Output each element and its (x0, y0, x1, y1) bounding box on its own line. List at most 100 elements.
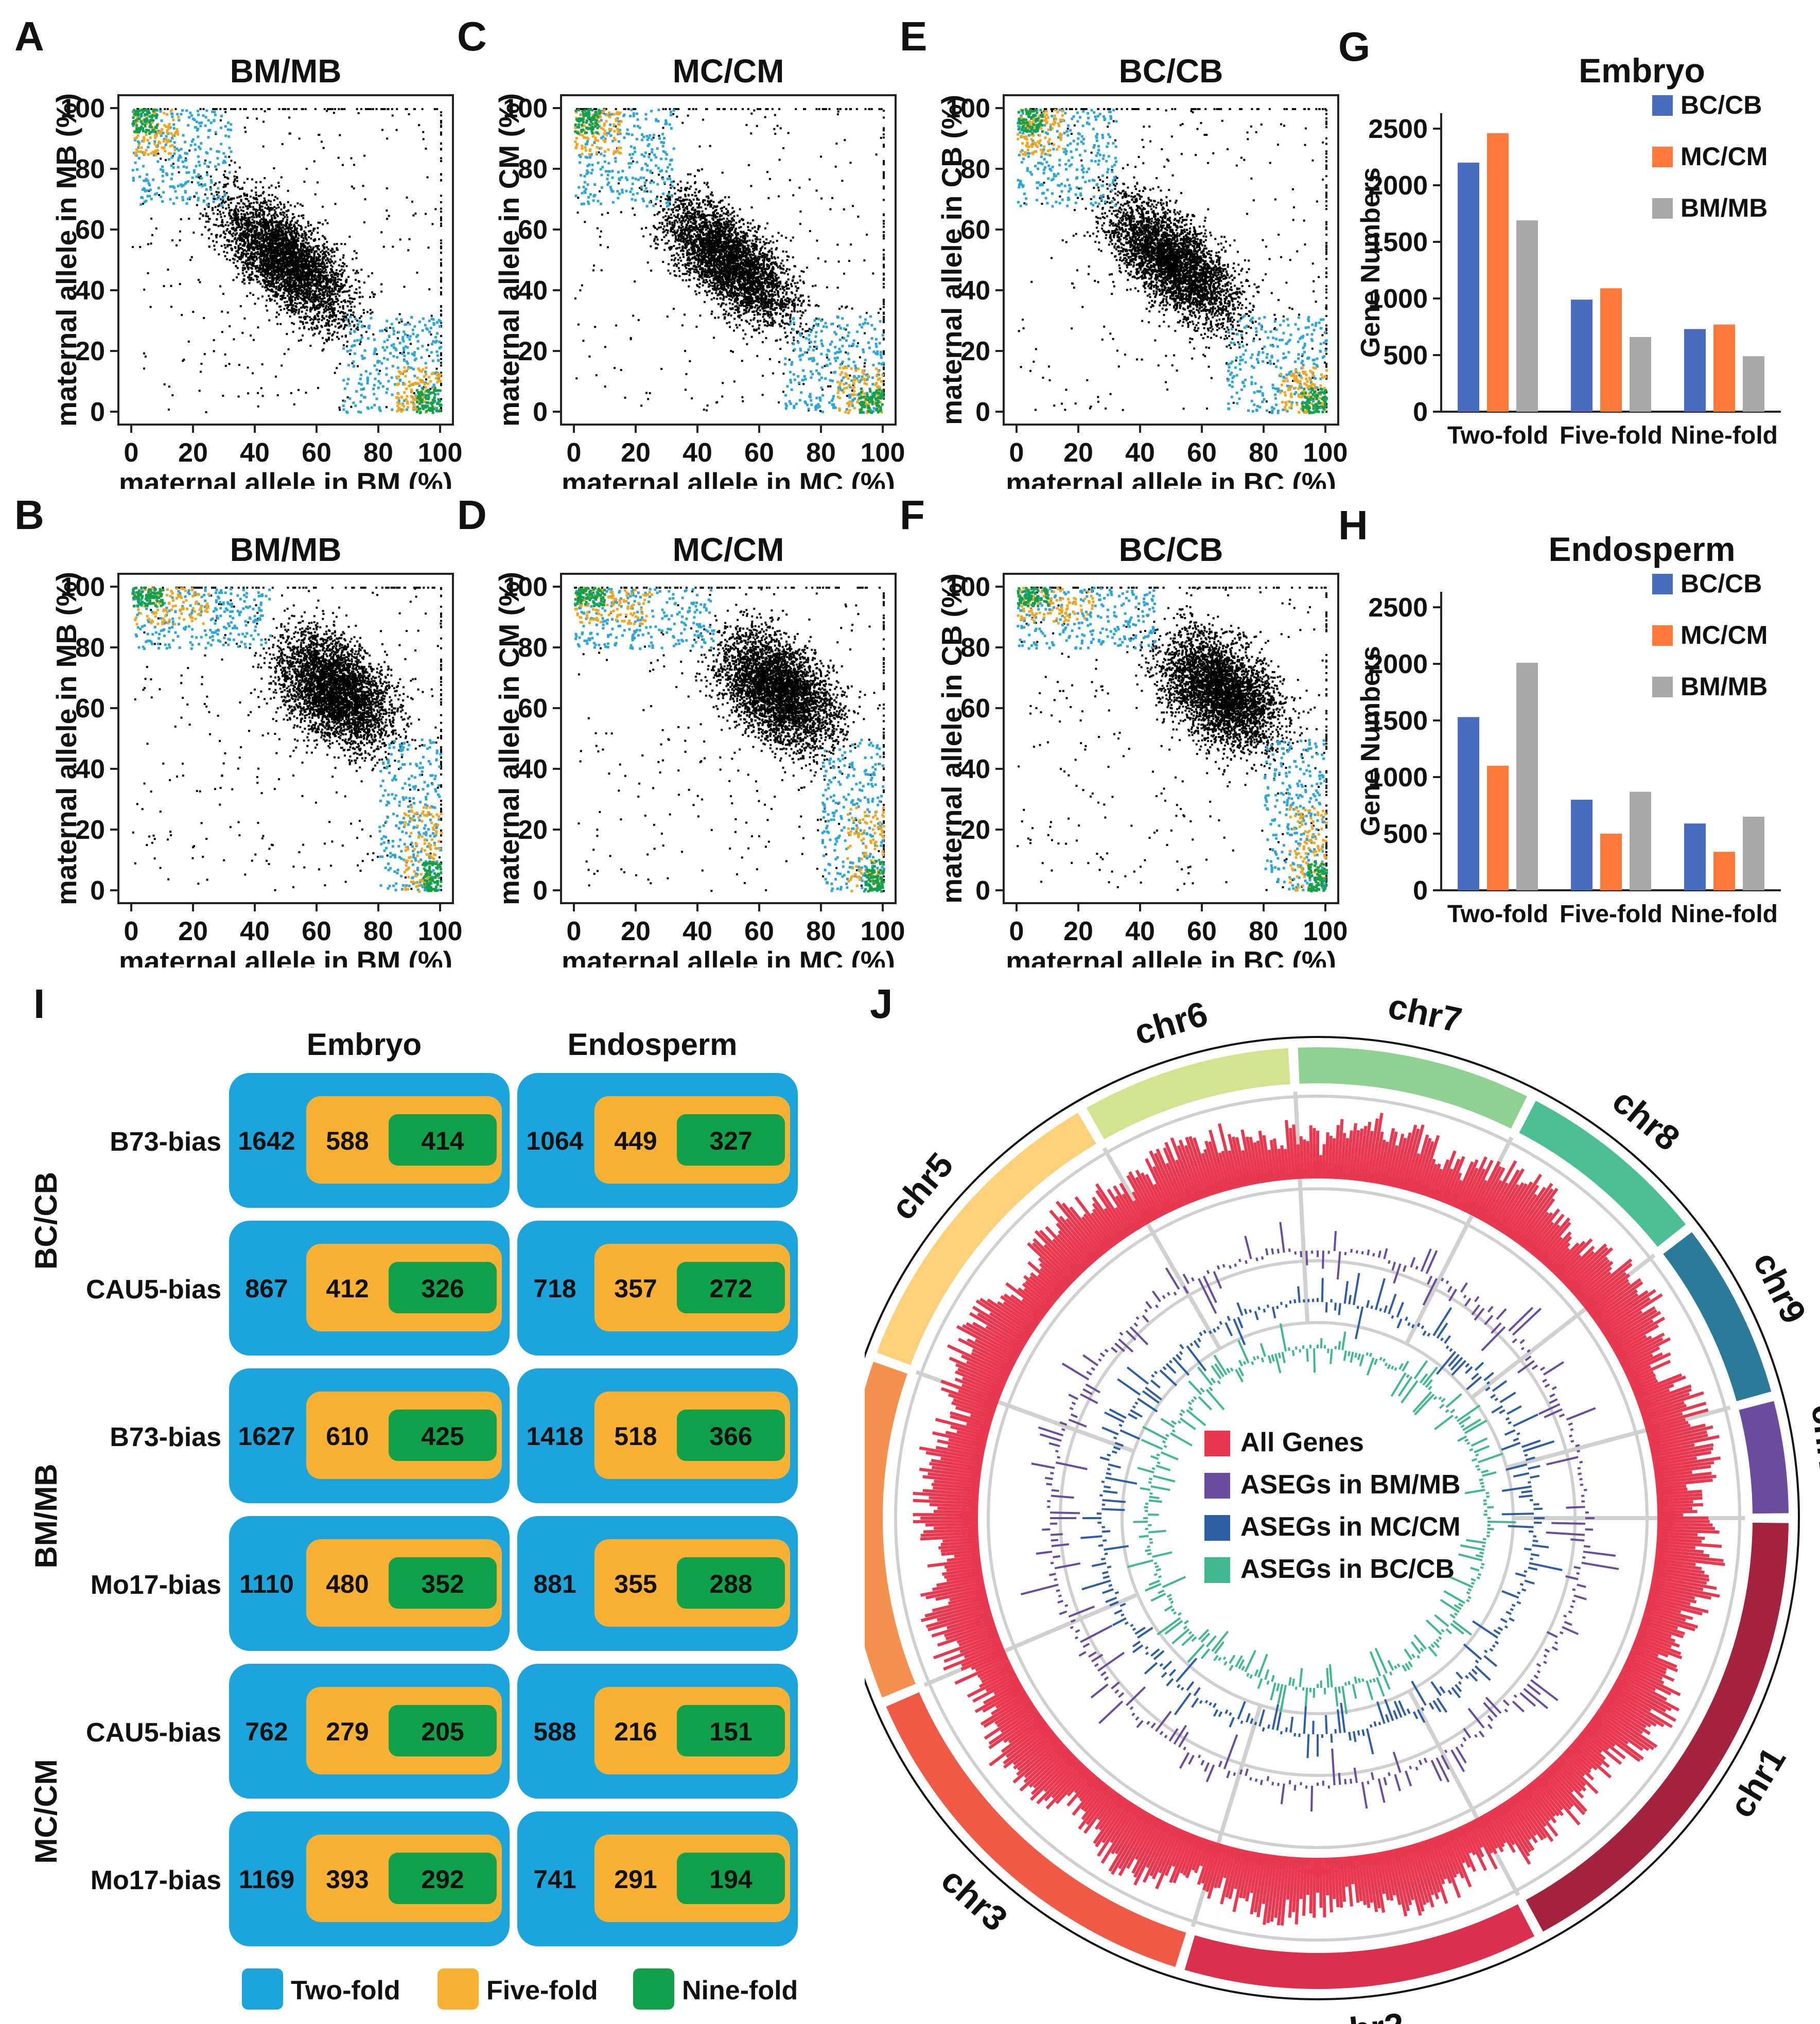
scatter-point (239, 258, 242, 260)
scatter-point (355, 292, 358, 294)
scatter-point (261, 237, 264, 240)
panel-letter-g: G (1338, 23, 1370, 71)
scatter-point (138, 175, 142, 178)
scatter-point (262, 217, 265, 219)
scatter-point (325, 279, 328, 281)
scatter-point (409, 383, 412, 386)
scatter-point (284, 263, 286, 266)
scatter-point (302, 214, 305, 217)
scatter-point (324, 307, 327, 309)
scatter-point (322, 278, 324, 281)
scatter-point (252, 264, 255, 267)
scatter-point (273, 252, 276, 254)
scatter-point (317, 304, 320, 306)
scatter-point (278, 253, 281, 256)
scatter-point (314, 271, 317, 274)
scatter-point (294, 287, 296, 289)
scatter-point (406, 402, 409, 405)
scatter-point (144, 130, 147, 133)
scatter-point (222, 206, 224, 209)
scatter-point (402, 381, 405, 384)
scatter-point (191, 138, 195, 141)
scatter-point (277, 238, 280, 240)
scatter-point (234, 234, 237, 236)
scatter-point (363, 357, 366, 360)
scatter-point (330, 260, 333, 262)
scatter-point (258, 232, 260, 234)
scatter-point (398, 407, 401, 410)
scatter-point (326, 328, 329, 331)
scatter-point (300, 247, 302, 250)
scatter-point (279, 203, 282, 205)
scatter-point (329, 308, 331, 310)
scatter-point (326, 257, 329, 259)
scatter-point (406, 196, 408, 199)
scatter-point (375, 368, 378, 372)
scatter-point (254, 246, 257, 249)
scatter-point (345, 318, 348, 321)
scatter-point (297, 279, 300, 281)
x-tick-label: 40 (240, 438, 270, 468)
scatter-point (252, 246, 255, 249)
scatter-point (250, 334, 252, 337)
scatter-point (275, 316, 278, 319)
scatter-point (342, 262, 344, 265)
scatter-point (283, 297, 285, 300)
scatter-point (227, 196, 230, 198)
scatter-point (359, 341, 362, 343)
scatter-point (271, 270, 273, 273)
scatter-point (205, 173, 208, 177)
scatter-point (434, 208, 437, 210)
scatter-point (348, 323, 351, 325)
scatter-point (154, 108, 157, 111)
scatter-point (170, 178, 173, 181)
scatter-point (256, 215, 258, 217)
panel-letter-b: B (14, 491, 44, 539)
scatter-point (271, 266, 273, 269)
scatter-point (250, 241, 253, 243)
scatter-point (405, 360, 408, 363)
scatter-point (305, 284, 307, 286)
scatter-point (418, 368, 421, 372)
scatter-point (440, 305, 442, 307)
scatter-point (173, 146, 176, 149)
scatter-point (234, 246, 236, 249)
scatter-point (279, 298, 282, 301)
scatter-point (169, 198, 172, 201)
scatter-point (433, 389, 436, 392)
scatter-point (264, 231, 267, 233)
scatter-point (243, 234, 246, 236)
scatter-point (276, 266, 278, 268)
scatter-point (132, 114, 135, 117)
scatter-point (233, 181, 235, 184)
scatter-point (281, 263, 283, 266)
scatter-point (150, 198, 153, 201)
scatter-point (293, 245, 295, 248)
scatter-point (279, 248, 282, 250)
scatter-point (224, 247, 226, 249)
scatter-point (257, 235, 260, 238)
scatter-point (301, 298, 303, 301)
scatter-point (146, 179, 149, 182)
scatter-point (277, 249, 280, 252)
scatter-point (264, 224, 266, 227)
scatter-point (289, 259, 292, 262)
scatter-point (320, 271, 323, 274)
scatter-point (291, 300, 294, 302)
scatter-point (325, 324, 327, 327)
scatter-point (265, 265, 267, 268)
scatter-point (323, 243, 325, 245)
scatter-point (248, 282, 251, 285)
scatter-point (413, 375, 416, 378)
scatter-point (440, 210, 442, 213)
scatter-point (278, 267, 281, 270)
scatter-point (134, 138, 137, 142)
scatter-point (273, 167, 275, 170)
scatter-point (299, 258, 302, 260)
scatter-point (189, 111, 192, 114)
scatter-point (303, 181, 306, 183)
scatter-point (317, 221, 320, 224)
scatter-point (253, 249, 255, 251)
scatter-point (275, 248, 277, 250)
scatter-point (338, 288, 340, 290)
